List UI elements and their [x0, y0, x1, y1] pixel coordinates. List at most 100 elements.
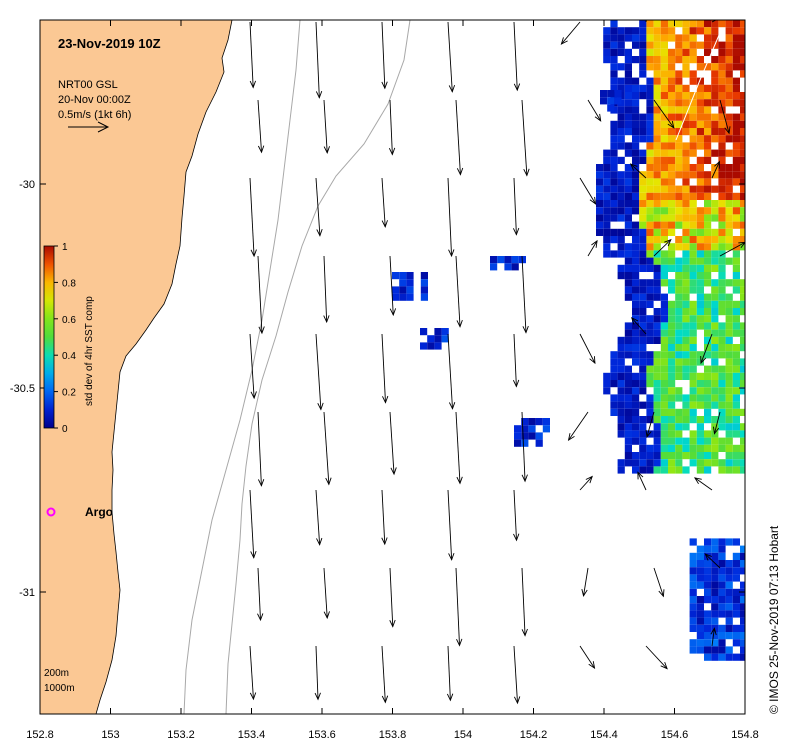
- sst-pixel: [596, 164, 604, 172]
- sst-pixel: [696, 286, 704, 294]
- credit-text: © IMOS 25-Nov-2019 07:13 Hobart: [767, 525, 781, 714]
- sst-pixel: [704, 639, 712, 647]
- x-tick-label: 153: [101, 729, 119, 741]
- sst-pixel: [646, 34, 654, 42]
- sst-pixel: [639, 84, 647, 92]
- current-vector: [513, 489, 517, 541]
- sst-pixel: [689, 34, 697, 42]
- current-vector: [714, 411, 721, 434]
- sst-pixel: [660, 344, 668, 352]
- sst-pixel: [704, 365, 712, 373]
- sst-pixel: [682, 344, 690, 352]
- sst-pixel: [704, 185, 712, 193]
- sst-pixel: [632, 300, 640, 308]
- current-vector-head: [513, 533, 520, 542]
- sst-pixel: [696, 77, 704, 85]
- sst-pixel: [675, 300, 683, 308]
- sst-pixel: [624, 120, 632, 128]
- x-axis: 152.8 153 153.2 153.4 153.6 153.8 154 154.2 154.…: [26, 20, 759, 741]
- sst-pixel: [624, 92, 632, 100]
- x-tick-label: 154.4: [590, 729, 618, 741]
- sst-pixel: [603, 48, 611, 56]
- sst-pixel: [704, 264, 712, 272]
- sst-pixel: [617, 142, 625, 150]
- sst-pixel: [639, 430, 647, 438]
- sst-pixel: [725, 329, 733, 337]
- sst-pixel: [624, 452, 632, 460]
- sst-pixel: [732, 84, 740, 92]
- sst-pixel: [653, 401, 661, 409]
- sst-pixel: [704, 632, 712, 640]
- sst-pixel: [632, 336, 640, 344]
- sst-pixel: [696, 308, 704, 316]
- sst-pixel: [614, 90, 622, 98]
- sst-pixel: [704, 250, 712, 258]
- isobath-label-1000m: 1000m: [44, 683, 75, 694]
- sst-pixel: [646, 20, 654, 28]
- sst-pixel: [632, 264, 640, 272]
- sst-pixel: [696, 444, 704, 452]
- sst-pixel: [646, 264, 654, 272]
- sst-pixel: [639, 437, 647, 445]
- current-vector: [521, 567, 526, 636]
- sst-pixel: [646, 372, 654, 380]
- sst-pixel: [725, 77, 733, 85]
- sst-pixel: [704, 538, 712, 546]
- sst-pixel: [660, 250, 668, 258]
- sst-pixel: [704, 178, 712, 186]
- sst-pixel: [646, 257, 654, 265]
- sst-pixel: [704, 34, 712, 42]
- sst-pixel: [696, 452, 704, 460]
- sst-pixel: [603, 200, 611, 208]
- sst-pixel: [528, 418, 536, 426]
- sst-pixel: [675, 430, 683, 438]
- sst-pixel: [639, 344, 647, 352]
- sst-pixel: [624, 207, 632, 215]
- sst-pixel: [624, 351, 632, 359]
- sst-pixel: [653, 171, 661, 179]
- sst-pixel: [653, 351, 661, 359]
- sst-pixel: [617, 250, 625, 258]
- sst-pixel: [660, 56, 668, 64]
- x-tick-label: 153.8: [379, 729, 407, 741]
- current-vector: [389, 411, 395, 475]
- sst-pixel: [689, 99, 697, 107]
- sst-pixel: [725, 257, 733, 265]
- sst-pixel: [668, 351, 676, 359]
- sst-pixel: [514, 432, 522, 440]
- sst-pixel: [711, 92, 719, 100]
- current-vector: [645, 20, 647, 23]
- sst-pixel: [740, 567, 745, 575]
- sst-pixel: [740, 99, 745, 107]
- sst-pixel: [718, 286, 726, 294]
- sst-pixel: [696, 387, 704, 395]
- sst-pixel: [704, 27, 712, 35]
- sst-pixel: [711, 34, 719, 42]
- sst-pixel: [675, 171, 683, 179]
- sst-pixel: [682, 84, 690, 92]
- current-vector-head: [588, 661, 596, 670]
- sst-pixel: [711, 120, 719, 128]
- sst-pixel: [740, 120, 745, 128]
- sst-pixel: [689, 401, 697, 409]
- sst-pixel: [740, 452, 745, 460]
- sst-pixel: [639, 250, 647, 258]
- sst-pixel: [682, 394, 690, 402]
- sst-pixel: [725, 653, 733, 661]
- sst-pixel: [718, 387, 726, 395]
- sst-pixel: [696, 624, 704, 632]
- current-vector: [719, 99, 730, 134]
- sst-pixel: [732, 639, 740, 647]
- sst-pixel: [675, 279, 683, 287]
- sst-pixel: [718, 610, 726, 618]
- current-vector: [381, 333, 386, 403]
- sst-pixel: [725, 538, 733, 546]
- sst-pixel: [704, 329, 712, 337]
- sst-pixel: [732, 200, 740, 208]
- sst-pixel: [711, 387, 719, 395]
- sst-pixel: [718, 77, 726, 85]
- sst-pixel: [675, 336, 683, 344]
- sst-pixel: [660, 34, 668, 42]
- sst-pixel: [603, 149, 611, 157]
- sst-pixel: [624, 264, 632, 272]
